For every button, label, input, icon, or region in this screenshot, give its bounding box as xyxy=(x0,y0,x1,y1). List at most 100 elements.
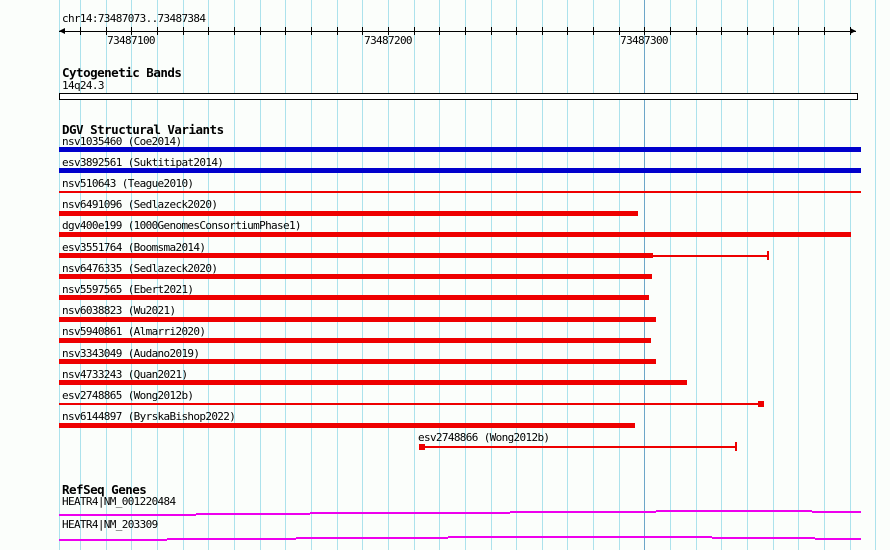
gene-line-segment[interactable] xyxy=(59,514,196,516)
gene-line-segment[interactable] xyxy=(448,536,712,538)
gridline xyxy=(670,0,672,550)
ruler-tick xyxy=(439,27,441,35)
variant-line[interactable] xyxy=(59,190,861,193)
variant-end-cap xyxy=(758,400,764,407)
ruler-tick xyxy=(259,27,261,35)
ruler-tick xyxy=(336,27,338,35)
ruler-tick xyxy=(413,27,415,35)
gene-line-segment[interactable] xyxy=(296,537,448,539)
ruler-tick xyxy=(721,27,723,35)
variant-bar[interactable] xyxy=(59,168,861,173)
gridline xyxy=(875,0,877,550)
variant-end-cap xyxy=(735,442,737,451)
variant-bar[interactable] xyxy=(59,211,638,216)
variant-bar[interactable] xyxy=(59,295,649,300)
cytoband-label[interactable]: 14q24.3 xyxy=(62,79,104,92)
ruler-tick xyxy=(464,27,466,35)
variant-line[interactable] xyxy=(419,445,735,448)
ruler-tick xyxy=(182,27,184,35)
ruler-right-arrow-icon xyxy=(850,28,856,34)
ruler-tick xyxy=(233,27,235,35)
section-header-refseq: RefSeq Genes xyxy=(62,482,147,497)
variant-bar[interactable] xyxy=(59,147,861,152)
variant-bar[interactable] xyxy=(59,380,687,385)
variant-end-cap xyxy=(767,251,769,260)
variant-line[interactable] xyxy=(59,402,758,405)
section-header-dgv: DGV Structural Variants xyxy=(62,122,224,137)
ruler-title: chr14:73487073..73487384 xyxy=(62,12,206,25)
variant-label[interactable]: dgv400e199 (1000GenomesConsortiumPhase1) xyxy=(62,219,302,232)
gene-line-segment[interactable] xyxy=(815,538,861,540)
variant-label[interactable]: nsv6476335 (Sedlazeck2020) xyxy=(62,262,218,275)
ruler-tick xyxy=(618,27,620,35)
gridline xyxy=(747,0,749,550)
ruler-tick xyxy=(387,27,389,35)
ruler-tick xyxy=(695,27,697,35)
ruler-left-arrow-icon xyxy=(59,28,65,34)
variant-label[interactable]: esv3892561 (Suktitipat2014) xyxy=(62,156,224,169)
cytoband-rect[interactable] xyxy=(59,93,858,100)
gene-line-segment[interactable] xyxy=(196,513,310,515)
ruler-tick xyxy=(79,27,81,35)
ruler-tick xyxy=(516,27,518,35)
variant-bar[interactable] xyxy=(59,317,656,322)
variant-label[interactable]: nsv6144897 (ByrskaBishop2022) xyxy=(62,410,236,423)
variant-label[interactable]: nsv3343049 (Audano2019) xyxy=(62,347,200,360)
ruler-tick xyxy=(208,27,210,35)
variant-bar[interactable] xyxy=(59,423,635,428)
variant-label[interactable]: nsv510643 (Teague2010) xyxy=(62,177,194,190)
gridline xyxy=(772,0,774,550)
gene-line-segment[interactable] xyxy=(59,539,167,541)
ruler-tick xyxy=(747,27,749,35)
gridline xyxy=(824,0,825,550)
variant-extension-line[interactable] xyxy=(653,254,767,257)
section-header-cytobands: Cytogenetic Bands xyxy=(62,65,182,80)
variant-bar[interactable] xyxy=(59,338,651,343)
ruler-tick xyxy=(593,27,595,35)
ruler-tick-label: 73487100 xyxy=(107,34,155,47)
ruler-tick-label: 73487300 xyxy=(620,34,668,47)
ruler-tick xyxy=(131,27,133,35)
variant-bar[interactable] xyxy=(59,359,656,364)
ruler-tick xyxy=(105,27,107,35)
variant-label[interactable]: nsv5940861 (Almarri2020) xyxy=(62,325,206,338)
ruler-tick-label: 73487200 xyxy=(364,34,412,47)
ruler-tick xyxy=(670,27,672,35)
ruler-tick xyxy=(541,27,543,35)
variant-label[interactable]: esv2748865 (Wong2012b) xyxy=(62,389,194,402)
gene-label[interactable]: HEATR4|NM_001220484 xyxy=(62,495,176,508)
variant-label[interactable]: nsv6038823 (Wu2021) xyxy=(62,304,176,317)
variant-bar[interactable] xyxy=(59,232,851,237)
ruler-line xyxy=(59,31,856,32)
gene-line-segment[interactable] xyxy=(310,512,510,514)
variant-bar[interactable] xyxy=(59,274,652,279)
ruler-tick xyxy=(362,27,364,35)
gene-line-segment[interactable] xyxy=(510,511,656,513)
variant-label[interactable]: nsv6491096 (Sedlazeck2020) xyxy=(62,198,218,211)
ruler-tick xyxy=(156,27,158,35)
variant-label[interactable]: nsv5597565 (Ebert2021) xyxy=(62,283,194,296)
variant-bar[interactable] xyxy=(59,253,653,258)
gene-line-segment[interactable] xyxy=(712,537,815,539)
gene-label[interactable]: HEATR4|NM_203309 xyxy=(62,518,158,531)
variant-label[interactable]: esv2748866 (Wong2012b) xyxy=(418,431,550,444)
ruler-tick xyxy=(285,27,287,35)
ruler-tick xyxy=(644,27,646,35)
ruler-tick xyxy=(310,27,312,35)
gridline xyxy=(849,0,851,550)
variant-label[interactable]: esv3551764 (Boomsma2014) xyxy=(62,241,206,254)
gene-line-segment[interactable] xyxy=(656,510,812,512)
ruler-tick xyxy=(824,27,825,35)
gridline xyxy=(798,0,800,550)
ruler-tick xyxy=(798,27,800,35)
variant-start-cap xyxy=(419,443,425,450)
gridline xyxy=(695,0,697,550)
ruler-tick xyxy=(567,27,569,35)
gene-line-segment[interactable] xyxy=(167,538,296,540)
ruler-tick xyxy=(490,27,492,35)
variant-label[interactable]: nsv1035460 (Coe2014) xyxy=(62,135,182,148)
gene-line-segment[interactable] xyxy=(812,511,861,513)
variant-label[interactable]: nsv4733243 (Quan2021) xyxy=(62,368,188,381)
ruler-tick xyxy=(772,27,774,35)
